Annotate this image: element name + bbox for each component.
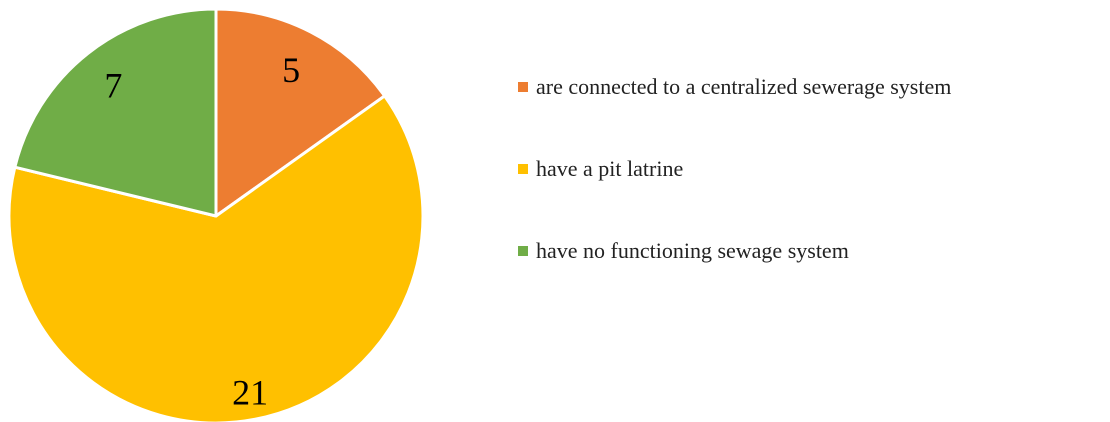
legend-item-centralized-sewerage: are connected to a centralized sewerage … [518, 73, 951, 101]
legend-swatch-pit-latrine [518, 164, 528, 174]
legend: are connected to a centralized sewerage … [518, 73, 951, 319]
legend-swatch-no-sewage-system [518, 246, 528, 256]
legend-swatch-centralized-sewerage [518, 82, 528, 92]
pie-slice-centralized-sewerage [214, 7, 387, 218]
data-label-centralized-sewerage: 5 [282, 50, 300, 90]
legend-label-centralized-sewerage: are connected to a centralized sewerage … [536, 74, 952, 99]
data-label-pit-latrine: 21 [232, 373, 268, 413]
pie-slice-no-sewage-system [13, 7, 218, 218]
pie-slice-pit-latrine [7, 94, 425, 422]
legend-item-pit-latrine: have a pit latrine [518, 155, 951, 183]
legend-item-no-sewage-system: have no functioning sewage system [518, 237, 951, 265]
legend-label-pit-latrine: have a pit latrine [536, 156, 684, 181]
data-label-no-sewage-system: 7 [104, 66, 122, 106]
pie-chart: 5 21 7 [7, 7, 425, 422]
legend-label-no-sewage-system: have no functioning sewage system [536, 238, 849, 263]
